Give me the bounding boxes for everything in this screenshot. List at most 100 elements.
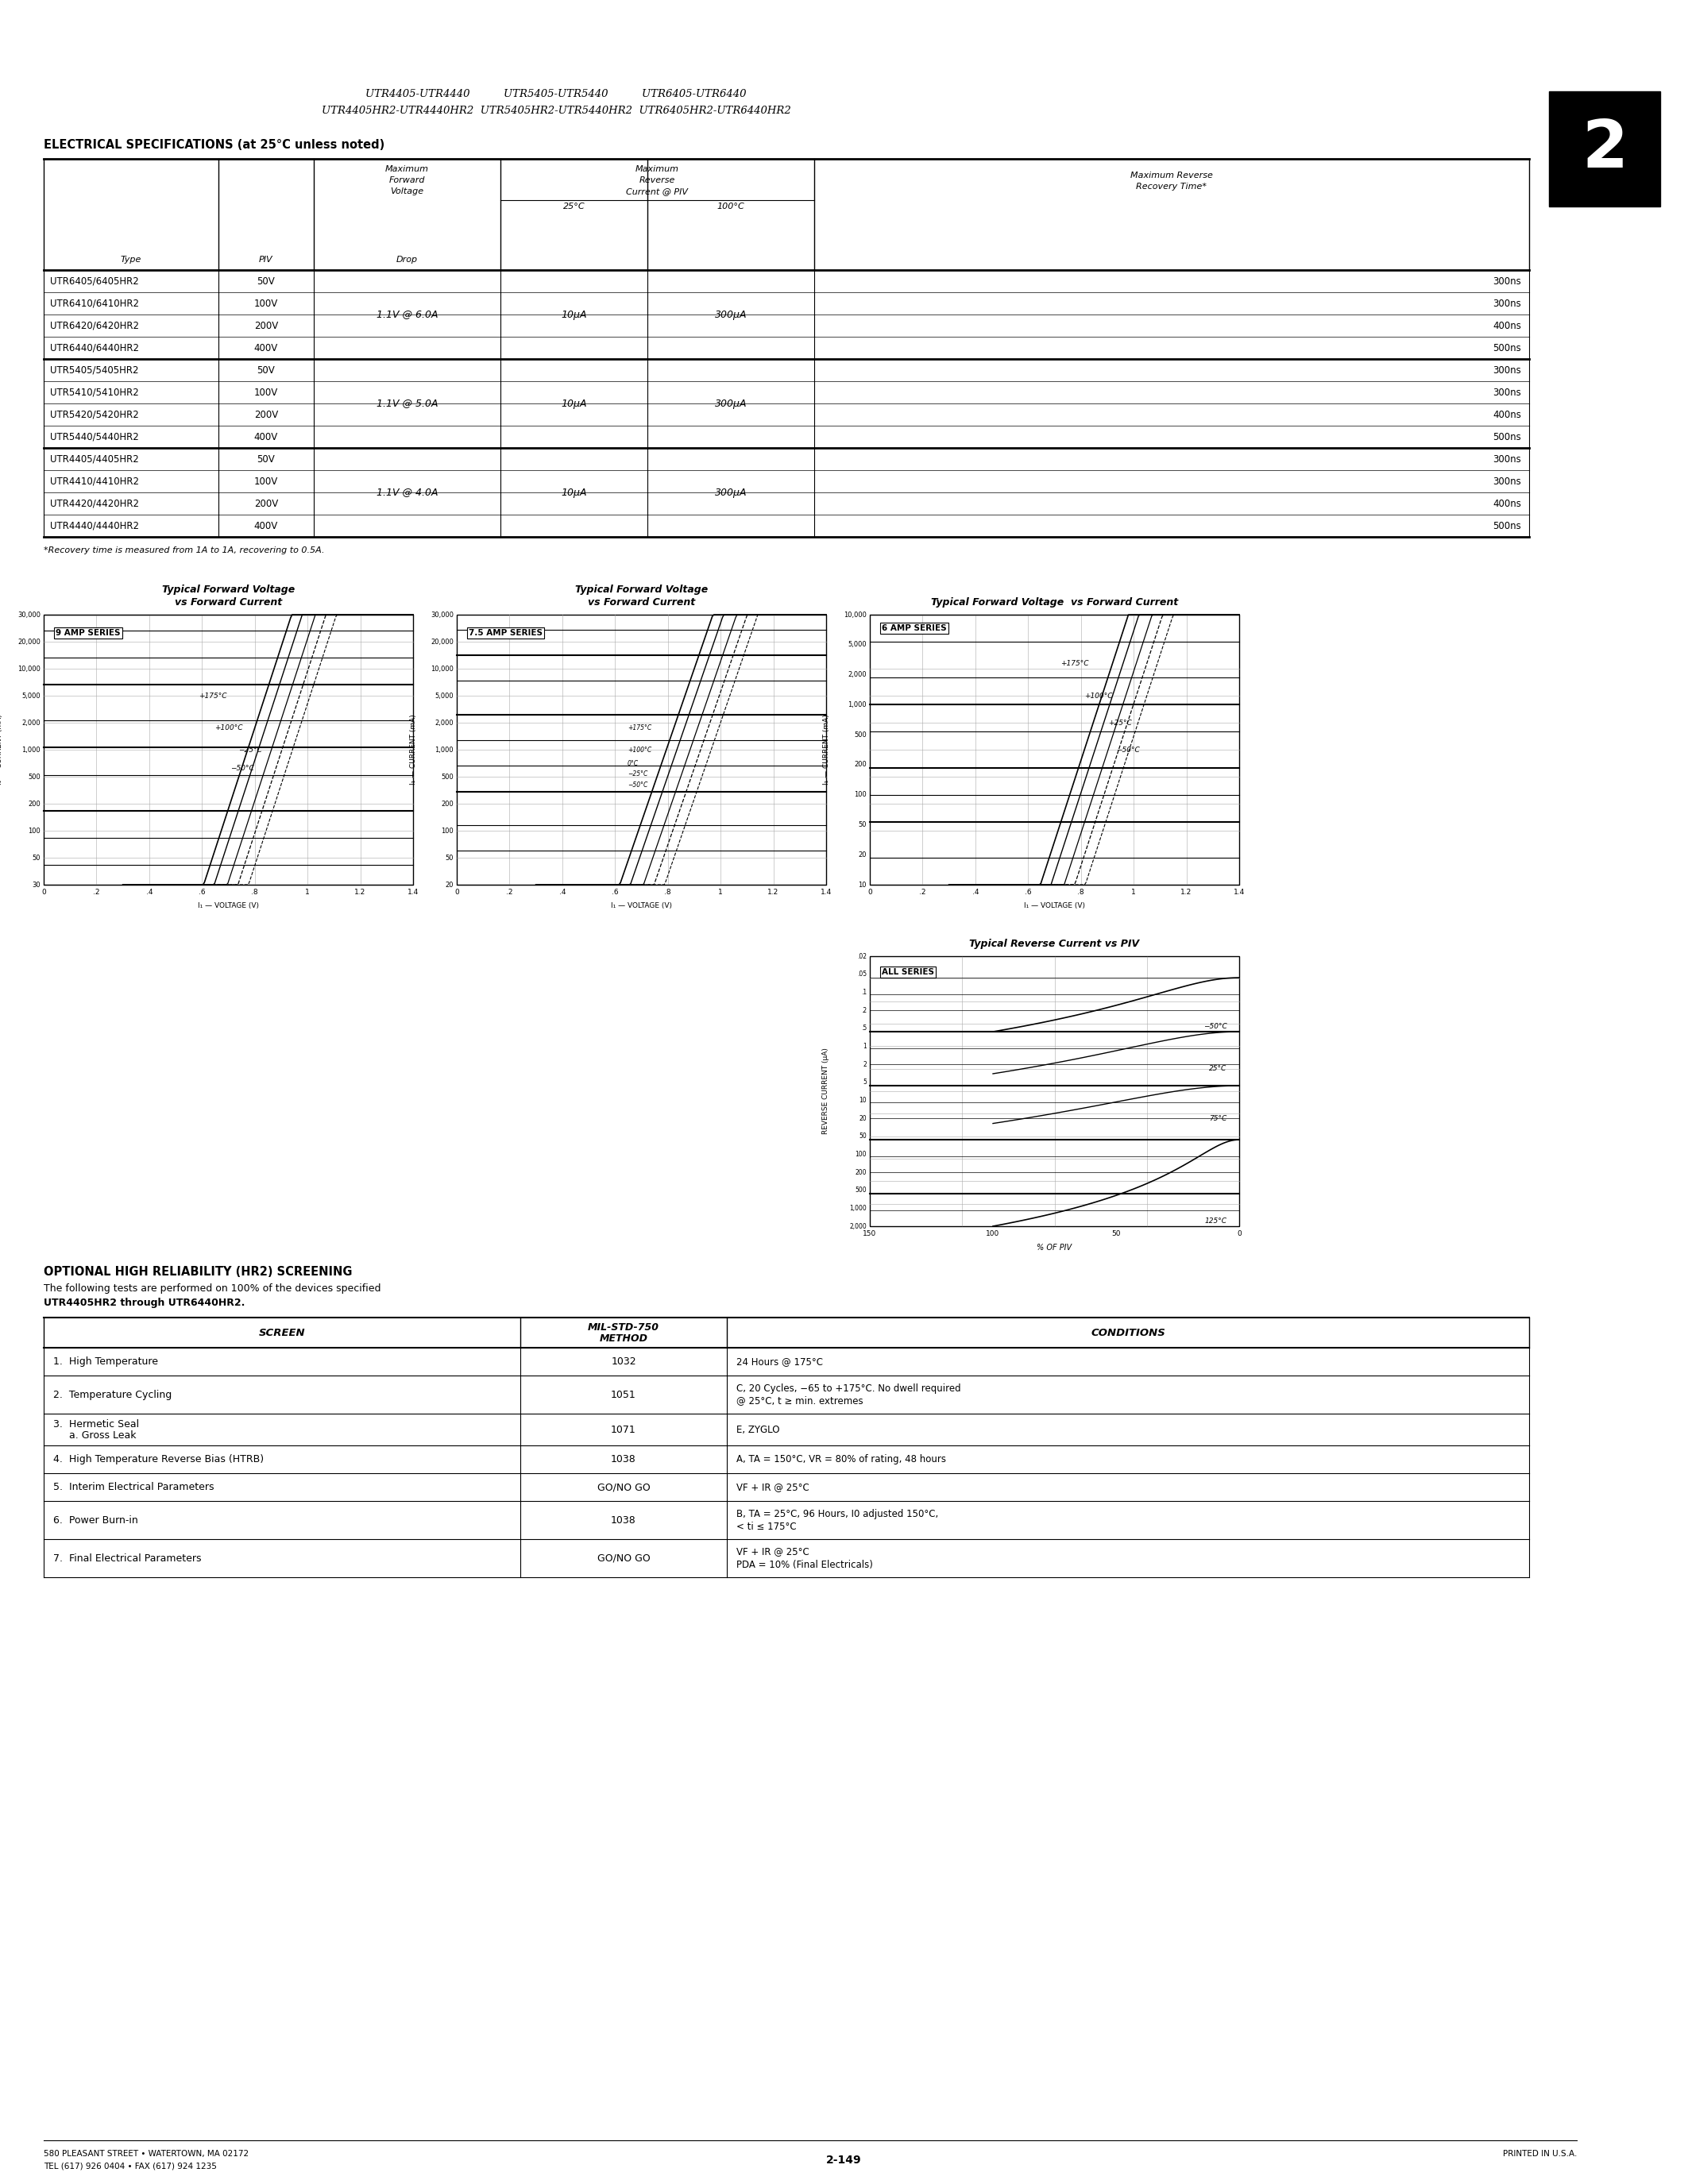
Text: UTR5420/5420HR2: UTR5420/5420HR2 — [51, 408, 138, 419]
Text: Recovery Time*: Recovery Time* — [1136, 183, 1207, 190]
Text: The following tests are performed on 100% of the devices specified: The following tests are performed on 100… — [44, 1284, 381, 1293]
Text: @ 25°C, t ≥ min. extremes: @ 25°C, t ≥ min. extremes — [736, 1396, 863, 1406]
Text: 1.1V @ 6.0A: 1.1V @ 6.0A — [376, 310, 437, 319]
Text: .05: .05 — [858, 970, 866, 978]
Text: 1: 1 — [719, 889, 722, 895]
Text: 25°C: 25°C — [564, 203, 586, 210]
Text: 500: 500 — [29, 773, 41, 780]
Text: +25°C: +25°C — [1107, 719, 1131, 727]
Text: 2-149: 2-149 — [825, 2156, 861, 2167]
Text: METHOD: METHOD — [599, 1332, 648, 1343]
Text: GO/NO GO: GO/NO GO — [598, 1483, 650, 1492]
Text: 2,000: 2,000 — [849, 1223, 866, 1230]
Bar — [1550, 92, 1661, 207]
Text: 5,000: 5,000 — [436, 692, 454, 699]
Text: I₁ — CURRENT (mA): I₁ — CURRENT (mA) — [822, 714, 830, 784]
Text: 0°C: 0°C — [628, 760, 638, 767]
Text: Voltage: Voltage — [390, 188, 424, 194]
Text: Maximum: Maximum — [635, 166, 679, 173]
Text: +175°C: +175°C — [1060, 660, 1089, 666]
Text: 100: 100 — [854, 791, 866, 799]
Text: 50: 50 — [446, 854, 454, 860]
Text: 20: 20 — [859, 1114, 866, 1123]
Text: CONDITIONS: CONDITIONS — [1090, 1328, 1165, 1339]
Text: 500ns: 500ns — [1492, 520, 1521, 531]
Text: 30,000: 30,000 — [430, 612, 454, 618]
Text: 300μA: 300μA — [714, 397, 746, 408]
Text: GO/NO GO: GO/NO GO — [598, 1553, 650, 1564]
Text: −50°C: −50°C — [230, 764, 253, 773]
Text: UTR6440/6440HR2: UTR6440/6440HR2 — [51, 343, 138, 354]
Text: UTR4405/4405HR2: UTR4405/4405HR2 — [51, 454, 138, 465]
Text: .02: .02 — [858, 952, 866, 959]
Text: 3.  Hermetic Seal: 3. Hermetic Seal — [54, 1420, 138, 1428]
Text: .2: .2 — [506, 889, 513, 895]
Text: 6.  Power Burn-in: 6. Power Burn-in — [54, 1516, 138, 1524]
Text: 100V: 100V — [255, 299, 279, 308]
Text: B, TA = 25°C, 96 Hours, I0 adjusted 150°C,: B, TA = 25°C, 96 Hours, I0 adjusted 150°… — [736, 1509, 939, 1518]
Bar — [869, 614, 1239, 885]
Bar — [457, 614, 825, 885]
Text: 5,000: 5,000 — [22, 692, 41, 699]
Text: −50°C: −50°C — [1116, 747, 1139, 753]
Text: UTR5440/5440HR2: UTR5440/5440HR2 — [51, 432, 138, 441]
Text: +175°C: +175°C — [199, 692, 226, 699]
Text: .2: .2 — [93, 889, 100, 895]
Text: 100: 100 — [29, 828, 41, 834]
Text: −25°C: −25°C — [628, 771, 648, 778]
Text: −50°C: −50°C — [628, 782, 648, 788]
Text: 100: 100 — [986, 1230, 999, 1238]
Text: 1.  High Temperature: 1. High Temperature — [54, 1356, 159, 1367]
Text: 10,000: 10,000 — [844, 612, 866, 618]
Text: .6: .6 — [1025, 889, 1031, 895]
Text: 100V: 100V — [255, 387, 279, 397]
Text: 100°C: 100°C — [717, 203, 744, 210]
Text: UTR5410/5410HR2: UTR5410/5410HR2 — [51, 387, 138, 397]
Text: C, 20 Cycles, −65 to +175°C. No dwell required: C, 20 Cycles, −65 to +175°C. No dwell re… — [736, 1382, 960, 1393]
Text: 200: 200 — [29, 799, 41, 808]
Text: 50: 50 — [1111, 1230, 1121, 1238]
Text: 30,000: 30,000 — [17, 612, 41, 618]
Text: % OF PIV: % OF PIV — [1036, 1243, 1072, 1251]
Text: 1,000: 1,000 — [849, 1206, 866, 1212]
Text: 1,000: 1,000 — [22, 747, 41, 753]
Text: PDA = 10% (Final Electricals): PDA = 10% (Final Electricals) — [736, 1559, 873, 1570]
Text: .8: .8 — [665, 889, 672, 895]
Text: 4.  High Temperature Reverse Bias (HTRB): 4. High Temperature Reverse Bias (HTRB) — [54, 1455, 263, 1465]
Text: 1.2: 1.2 — [1182, 889, 1192, 895]
Text: 400V: 400V — [255, 432, 279, 441]
Text: 1.2: 1.2 — [354, 889, 366, 895]
Text: .1: .1 — [861, 989, 866, 996]
Text: ELECTRICAL SPECIFICATIONS (at 25°C unless noted): ELECTRICAL SPECIFICATIONS (at 25°C unles… — [44, 140, 385, 151]
Text: 2,000: 2,000 — [847, 670, 866, 679]
Text: 500: 500 — [854, 732, 866, 738]
Text: 20,000: 20,000 — [430, 638, 454, 644]
Text: 6 AMP SERIES: 6 AMP SERIES — [881, 625, 947, 631]
Text: 1: 1 — [306, 889, 311, 895]
Text: UTR4440/4440HR2: UTR4440/4440HR2 — [51, 520, 138, 531]
Text: 400ns: 400ns — [1492, 321, 1521, 330]
Text: 5,000: 5,000 — [847, 642, 866, 649]
Text: E, ZYGLO: E, ZYGLO — [736, 1424, 780, 1435]
Text: 500ns: 500ns — [1492, 343, 1521, 354]
Text: .4: .4 — [145, 889, 152, 895]
Text: 1,000: 1,000 — [436, 747, 454, 753]
Text: 400V: 400V — [255, 520, 279, 531]
Text: 20: 20 — [858, 852, 866, 858]
Text: 200: 200 — [856, 1168, 866, 1175]
Text: 7.  Final Electrical Parameters: 7. Final Electrical Parameters — [54, 1553, 201, 1564]
Text: UTR4410/4410HR2: UTR4410/4410HR2 — [51, 476, 138, 487]
Text: vs Forward Current: vs Forward Current — [587, 596, 695, 607]
Text: 100: 100 — [856, 1151, 866, 1158]
Text: 50V: 50V — [257, 275, 275, 286]
Text: 580 PLEASANT STREET • WATERTOWN, MA 02172: 580 PLEASANT STREET • WATERTOWN, MA 0217… — [44, 2149, 248, 2158]
Text: 400V: 400V — [255, 343, 279, 354]
Text: UTR4420/4420HR2: UTR4420/4420HR2 — [51, 498, 138, 509]
Text: 75°C: 75°C — [1209, 1114, 1227, 1123]
Text: 1.4: 1.4 — [820, 889, 832, 895]
Text: 1,000: 1,000 — [847, 701, 866, 708]
Text: Type: Type — [120, 256, 142, 264]
Text: 50: 50 — [859, 1133, 866, 1140]
Text: 1038: 1038 — [611, 1455, 636, 1465]
Text: 300ns: 300ns — [1492, 275, 1521, 286]
